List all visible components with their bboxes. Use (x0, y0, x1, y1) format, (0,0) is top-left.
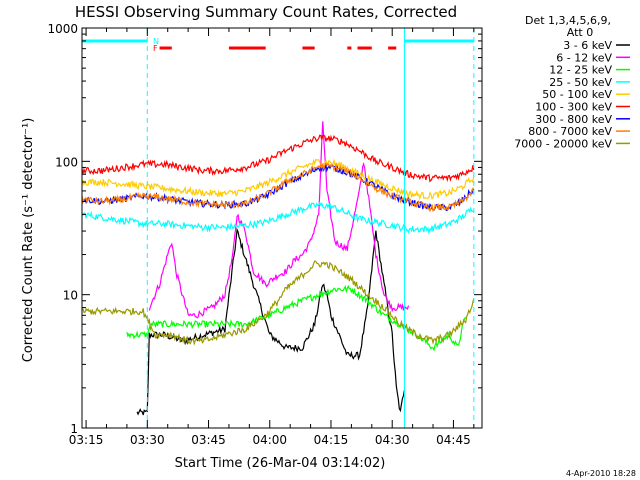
series-3-6-kev (136, 227, 405, 416)
legend-label-800-7000-kev: 800 - 7000 keV (528, 125, 612, 138)
marker-lines (146, 28, 475, 428)
flag-layer: NF (82, 37, 474, 53)
series-50-100-kev (81, 158, 475, 201)
flag-f-label: F (153, 44, 158, 53)
x-tick-label: 03:15 (69, 433, 104, 447)
legend-label-300-800-kev: 300 - 800 keV (535, 113, 612, 126)
x-tick-label: 04:15 (314, 433, 349, 447)
date-stamp: 4-Apr-2010 18:28 (566, 469, 636, 478)
y-tick-label: 10 (63, 289, 78, 303)
x-axis-label: Start Time (26-Mar-04 03:14:02) (175, 456, 386, 471)
x-tick-label: 04:45 (436, 433, 471, 447)
series-25-50-kev (81, 201, 475, 235)
plot-frame (81, 27, 483, 429)
series-800-7000-kev (81, 162, 475, 213)
legend-label-25-50-kev: 25 - 50 keV (549, 76, 612, 89)
x-tick-label: 04:30 (375, 433, 410, 447)
flag-n-label: N (153, 37, 159, 46)
y-tick-label: 1 (70, 422, 78, 436)
series-7000-20000-kev (81, 260, 475, 346)
series-6-12-kev (148, 121, 410, 319)
legend-label-50-100-kev: 50 - 100 keV (542, 88, 612, 101)
y-tick-label: 1000 (47, 22, 78, 36)
legend-label-7000-20000-kev: 7000 - 20000 keV (514, 137, 612, 150)
x-tick-label: 04:00 (252, 433, 287, 447)
y-axis-label: Corrected Count Rate (s⁻¹ detector⁻¹) (21, 118, 36, 363)
x-tick-label: 03:30 (130, 433, 165, 447)
legend-header-line-2: Att 0 (567, 26, 593, 39)
y-tick-label: 100 (55, 155, 78, 169)
x-tick-label: 03:45 (191, 433, 226, 447)
series-100-300-kev (81, 134, 475, 183)
legend-label-3-6-kev: 3 - 6 keV (563, 39, 612, 52)
legend-header-line-1: Det 1,3,4,5,6,9, (525, 14, 611, 27)
legend-label-12-25-kev: 12 - 25 keV (549, 64, 612, 77)
chart-title: HESSI Observing Summary Count Rates, Cor… (75, 3, 457, 21)
series-layer (81, 121, 475, 416)
legend-label-100-300-kev: 100 - 300 keV (535, 101, 612, 114)
axes: 03:15 03:30 03:45 04:00 04:15 04:30 04:45 1 10 10… (47, 22, 482, 447)
series-12-25-kev (126, 284, 467, 352)
legend-label-6-12-kev: 6 - 12 keV (556, 51, 612, 64)
